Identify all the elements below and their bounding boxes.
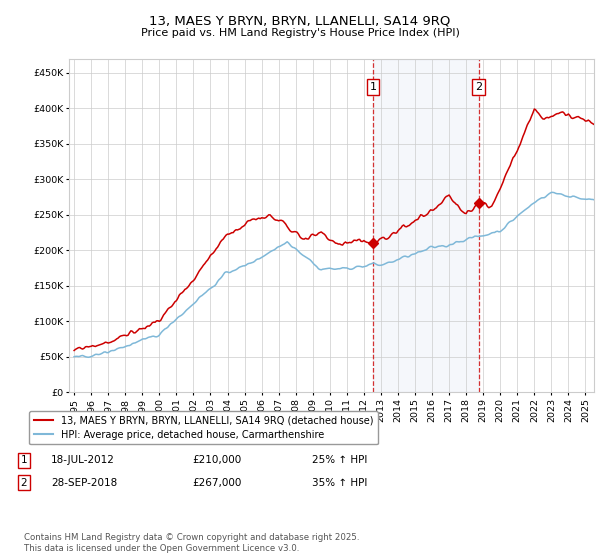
- Text: 1: 1: [20, 455, 28, 465]
- Bar: [373, 59, 479, 392]
- Text: 13, MAES Y BRYN, BRYN, LLANELLI, SA14 9RQ: 13, MAES Y BRYN, BRYN, LLANELLI, SA14 9R…: [149, 14, 451, 27]
- Text: 28-SEP-2018: 28-SEP-2018: [51, 478, 117, 488]
- Text: 2: 2: [475, 82, 482, 92]
- Text: Contains HM Land Registry data © Crown copyright and database right 2025.
This d: Contains HM Land Registry data © Crown c…: [24, 533, 359, 553]
- Text: £267,000: £267,000: [192, 478, 241, 488]
- Text: 18-JUL-2012: 18-JUL-2012: [51, 455, 115, 465]
- Text: 35% ↑ HPI: 35% ↑ HPI: [312, 478, 367, 488]
- Text: 1: 1: [370, 82, 377, 92]
- Text: £210,000: £210,000: [192, 455, 241, 465]
- Text: 2: 2: [20, 478, 28, 488]
- Legend: 13, MAES Y BRYN, BRYN, LLANELLI, SA14 9RQ (detached house), HPI: Average price, : 13, MAES Y BRYN, BRYN, LLANELLI, SA14 9R…: [29, 411, 379, 445]
- Text: 25% ↑ HPI: 25% ↑ HPI: [312, 455, 367, 465]
- Text: Price paid vs. HM Land Registry's House Price Index (HPI): Price paid vs. HM Land Registry's House …: [140, 28, 460, 38]
